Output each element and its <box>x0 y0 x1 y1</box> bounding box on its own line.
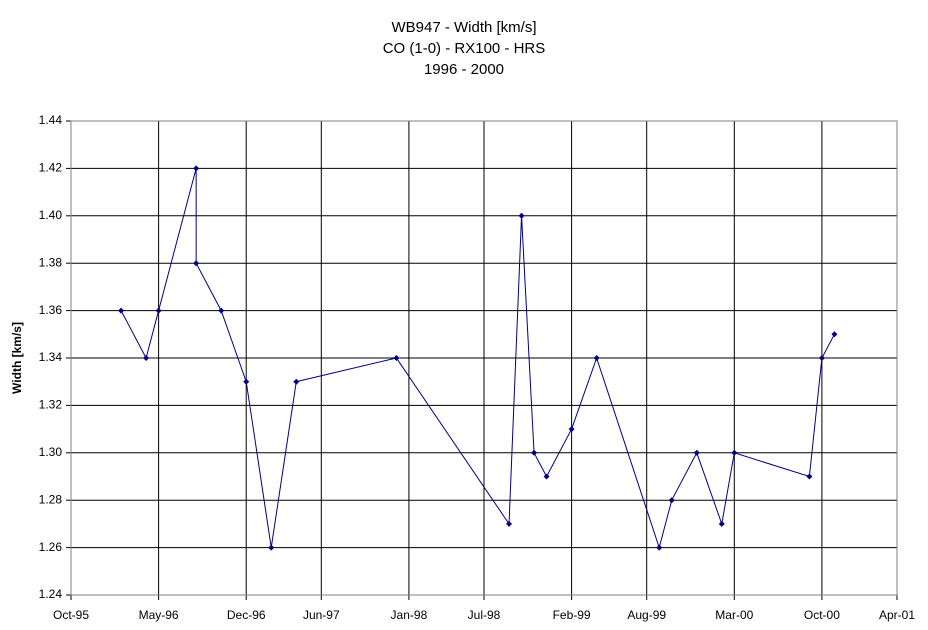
marker <box>818 355 825 361</box>
x-tick-label: Feb-99 <box>553 608 591 622</box>
marker <box>731 449 738 456</box>
marker <box>531 449 538 456</box>
marker <box>593 355 600 361</box>
marker <box>243 378 250 385</box>
marker <box>518 212 525 219</box>
x-tick-label: Mar-00 <box>715 608 753 622</box>
marker <box>118 307 125 314</box>
y-tick-label: 1.42 <box>39 161 63 175</box>
marker <box>543 473 550 480</box>
marker <box>393 355 400 361</box>
x-tick-label: Apr-01 <box>879 608 915 622</box>
y-tick-label: 1.40 <box>39 208 63 222</box>
marker <box>831 331 838 338</box>
marker <box>268 544 275 551</box>
marker <box>143 355 150 361</box>
y-tick-label: 1.24 <box>39 587 63 601</box>
x-tick-label: Oct-00 <box>804 608 840 622</box>
chart-title: CO (1-0) - RX100 - HRS <box>383 40 546 57</box>
marker <box>193 165 200 172</box>
marker <box>193 260 200 267</box>
y-tick-label: 1.44 <box>39 113 63 127</box>
chart-title: WB947 - Width [km/s] <box>391 19 536 36</box>
marker <box>668 497 675 504</box>
y-tick-label: 1.36 <box>39 303 63 317</box>
x-tick-label: Jul-98 <box>468 608 501 622</box>
x-tick-label: Jun-97 <box>303 608 340 622</box>
marker <box>293 378 300 385</box>
x-tick-label: Aug-99 <box>627 608 666 622</box>
y-tick-label: 1.32 <box>39 398 63 412</box>
y-tick-label: 1.26 <box>39 540 63 554</box>
x-tick-label: Jan-98 <box>391 608 428 622</box>
marker <box>806 473 813 480</box>
y-axis-label: Width [km/s] <box>10 322 24 394</box>
line <box>120 168 835 550</box>
y-tick-label: 1.38 <box>39 255 63 269</box>
marker <box>656 544 663 551</box>
x-tick-label: May-96 <box>139 608 179 622</box>
y-tick-label: 1.28 <box>39 492 63 506</box>
marker <box>218 307 225 314</box>
x-tick-label: Dec-96 <box>227 608 266 622</box>
marker <box>693 449 700 456</box>
chart-title: 1996 - 2000 <box>424 61 504 78</box>
x-tick-label: Oct-95 <box>53 608 89 622</box>
marker <box>718 520 725 527</box>
y-tick-label: 1.34 <box>39 350 63 364</box>
plot-border <box>70 120 898 596</box>
marker <box>568 426 575 433</box>
y-tick-label: 1.30 <box>39 445 63 459</box>
marker <box>155 307 162 314</box>
marker <box>506 520 513 527</box>
